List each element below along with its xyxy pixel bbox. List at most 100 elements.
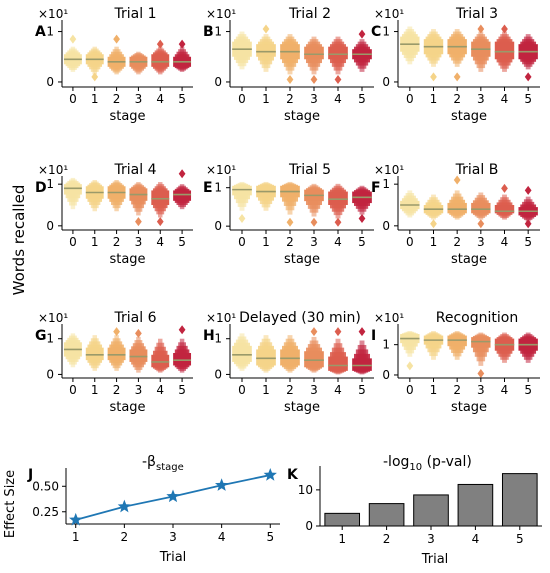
star-marker (263, 468, 277, 481)
x-tick-label: 3 (427, 532, 435, 546)
outlier-point (524, 185, 532, 195)
x-axis-label: stage (284, 252, 320, 267)
outlier-point (156, 217, 164, 227)
x-tick-label: 4 (334, 92, 342, 106)
y-axis-label: Effect Size (3, 470, 18, 538)
y-scale-label: ×10¹ (38, 163, 68, 177)
panel-letter: K (287, 467, 299, 483)
y-scale-label: ×10¹ (374, 7, 404, 21)
y-scale-label: ×10¹ (38, 311, 68, 325)
panel-letter: B (203, 24, 214, 40)
outlier-point (310, 74, 318, 84)
panel-title: -βstage (142, 454, 184, 473)
x-tick-label: 5 (178, 235, 186, 249)
x-tick-label: 4 (501, 383, 509, 397)
x-tick-label: 3 (477, 92, 485, 106)
bar (501, 473, 538, 527)
outlier-point (238, 213, 246, 223)
star-marker (69, 512, 83, 526)
x-tick-label: 2 (453, 92, 461, 106)
x-tick-label: 3 (169, 530, 177, 544)
x-tick-label: 4 (501, 92, 509, 106)
x-tick-label: 3 (135, 383, 143, 397)
bar (457, 483, 494, 527)
panel-letter: C (371, 24, 381, 40)
y-tick-label: 0 (214, 219, 222, 233)
boxen-level (151, 190, 170, 205)
outlier-point (501, 183, 508, 193)
outlier-point (262, 24, 270, 34)
outlier-point (113, 327, 120, 337)
x-tick-label: 1 (430, 383, 438, 397)
outlier-point (286, 217, 294, 227)
panel-J: 1 2 3 4 5 0.25 0.50 -βstage J Trial Effect Size (3, 454, 280, 565)
x-tick-label: 2 (383, 532, 391, 546)
outlier-point (69, 34, 77, 44)
star-marker (166, 489, 180, 503)
x-tick-label: 2 (286, 92, 294, 106)
star-marker (117, 499, 132, 513)
x-axis-label: stage (109, 252, 145, 267)
outlier-point (358, 29, 366, 39)
y-scale-label: ×10¹ (38, 7, 68, 21)
x-tick-label: 5 (358, 235, 366, 249)
outlier-point (178, 39, 186, 49)
outlier-point (334, 217, 342, 227)
panel-title: Trial 1 (114, 6, 157, 22)
y-tick-label: 1 (214, 25, 222, 39)
x-tick-label: 3 (310, 92, 318, 106)
panel-letter: F (371, 180, 381, 196)
boxen-level (107, 347, 126, 361)
y-tick-label: 1 (46, 25, 54, 39)
boxen-level (173, 353, 192, 366)
y-tick-label: 0 (46, 367, 54, 381)
star-marker (214, 478, 229, 491)
bar (368, 503, 405, 527)
shared-ylabel: Words recalled (10, 185, 28, 296)
x-tick-label: 3 (135, 235, 143, 249)
outlier-point (477, 219, 485, 229)
x-tick-label: 5 (524, 235, 532, 249)
x-tick-label: 0 (238, 92, 246, 106)
x-axis-label: stage (109, 400, 145, 415)
boxen-level (63, 184, 82, 195)
boxen-level (328, 356, 348, 371)
outlier-point (178, 169, 186, 179)
bar (324, 512, 361, 527)
outlier-point (406, 361, 414, 371)
x-axis-label: stage (284, 400, 320, 415)
panel-letter: G (35, 328, 47, 344)
panel-title-subscript: stage (156, 462, 184, 473)
boxen-level (304, 46, 324, 60)
x-tick-label: 2 (113, 235, 121, 249)
x-tick-label: 5 (358, 92, 366, 106)
boxen-level (471, 202, 491, 214)
x-tick-label: 4 (334, 383, 342, 397)
outlier-point (453, 72, 461, 82)
x-tick-label: 5 (516, 532, 524, 546)
y-tick-label: 1 (46, 177, 54, 191)
outlier-point (358, 327, 366, 337)
y-scale-label: ×10¹ (206, 7, 236, 21)
x-tick-label: 1 (91, 92, 99, 106)
x-tick-label: 3 (477, 235, 485, 249)
x-tick-label: 1 (262, 235, 270, 249)
x-tick-label: 5 (524, 92, 532, 106)
outlier-point (524, 72, 532, 82)
x-tick-label: 1 (262, 92, 270, 106)
x-tick-label: 2 (113, 92, 121, 106)
y-tick-label: 0.25 (32, 505, 59, 519)
panel-letter: H (203, 328, 215, 344)
outlier-point (453, 175, 461, 185)
x-tick-label: 2 (286, 383, 294, 397)
x-tick-label: 4 (472, 532, 480, 546)
outlier-point (477, 368, 485, 378)
x-tick-label: 1 (338, 532, 346, 546)
outlier-point (310, 327, 318, 337)
